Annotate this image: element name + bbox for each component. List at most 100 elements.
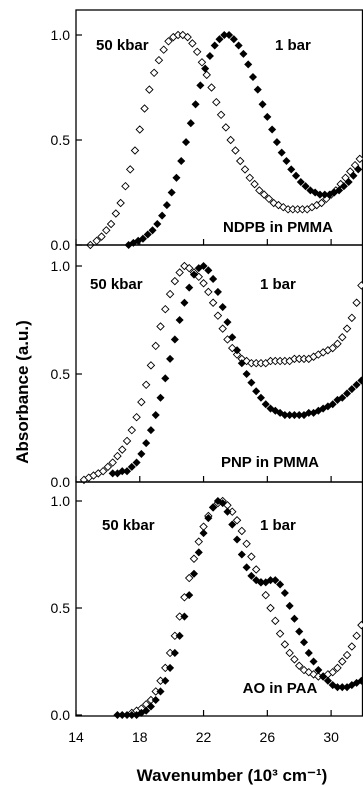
data-point: [117, 199, 124, 206]
data-point: [192, 101, 199, 108]
data-point: [243, 564, 250, 571]
panel-1: 0.00.51.050 kbar1 barNDPB in PMMA: [51, 10, 363, 253]
data-point: [127, 166, 134, 173]
series-label-1bar: 1 bar: [275, 37, 311, 54]
data-point: [272, 617, 279, 624]
data-point: [257, 394, 264, 401]
panel-3: 0.00.51.050 kbar1 barAO in PAA: [51, 482, 363, 723]
data-point: [181, 613, 188, 620]
data-point: [281, 641, 288, 648]
data-point: [133, 459, 140, 466]
y-tick-label: 1.0: [51, 27, 71, 43]
data-point: [227, 136, 234, 143]
data-point: [348, 386, 355, 393]
data-point: [286, 649, 293, 656]
data-point: [241, 166, 248, 173]
data-point: [210, 299, 217, 306]
data-point: [162, 306, 169, 313]
data-point: [119, 446, 126, 453]
data-point: [166, 664, 173, 671]
data-point: [262, 592, 269, 599]
data-point: [269, 126, 276, 133]
data-point: [240, 50, 247, 57]
data-point: [203, 71, 210, 78]
data-point: [178, 157, 185, 164]
data-point: [157, 688, 164, 695]
data-point: [259, 101, 266, 108]
data-point: [286, 602, 293, 609]
data-point: [162, 375, 169, 382]
series-one-bar: [109, 262, 363, 477]
data-point: [136, 126, 143, 133]
data-point: [233, 536, 240, 543]
y-tick-label: 1.0: [51, 258, 71, 274]
sample-label: PNP in PMMA: [221, 454, 319, 471]
data-point: [131, 147, 138, 154]
x-tick-label: 18: [132, 729, 148, 745]
data-point: [283, 157, 290, 164]
data-point: [189, 40, 196, 47]
data-point: [138, 450, 145, 457]
data-point: [246, 174, 253, 181]
data-point: [249, 73, 256, 80]
data-point: [166, 290, 173, 297]
data-point: [152, 696, 159, 703]
data-point: [243, 370, 250, 377]
data-point: [112, 210, 119, 217]
data-point: [103, 227, 110, 234]
data-point: [128, 463, 135, 470]
data-point: [222, 124, 229, 131]
data-point: [162, 677, 169, 684]
data-point: [187, 120, 194, 127]
data-point: [107, 220, 114, 227]
data-point: [138, 398, 145, 405]
data-point: [214, 312, 221, 319]
data-point: [171, 336, 178, 343]
data-point: [358, 282, 363, 289]
panels-layer: 0.00.51.050 kbar1 barNDPB in PMMA0.00.51…: [51, 10, 363, 745]
y-tick-label: 0.5: [51, 132, 71, 148]
x-tick-labels: 1418222630: [68, 729, 339, 745]
data-point: [238, 527, 245, 534]
data-point: [155, 57, 162, 64]
data-point: [152, 411, 159, 418]
data-point: [243, 540, 250, 547]
series-label-50kbar: 50 kbar: [90, 276, 143, 293]
series-fifty-kbar: [87, 31, 363, 248]
data-point: [190, 555, 197, 562]
data-point: [248, 553, 255, 560]
data-point: [235, 42, 242, 49]
data-point: [276, 630, 283, 637]
data-point: [208, 84, 215, 91]
data-point: [278, 149, 285, 156]
data-point: [151, 69, 158, 76]
data-point: [339, 334, 346, 341]
data-point: [176, 269, 183, 276]
data-point: [157, 323, 164, 330]
data-point: [296, 628, 303, 635]
data-point: [147, 427, 154, 434]
data-point: [122, 183, 129, 190]
data-point: [194, 48, 201, 55]
data-point: [348, 643, 355, 650]
data-point: [147, 362, 154, 369]
data-point: [291, 615, 298, 622]
data-point: [182, 139, 189, 146]
x-axis-title: Wavenumber (10³ cm⁻¹): [137, 766, 328, 785]
data-point: [237, 157, 244, 164]
data-point: [154, 220, 161, 227]
series-label-50kbar: 50 kbar: [96, 37, 149, 54]
data-point: [143, 381, 150, 388]
data-point: [310, 658, 317, 665]
y-tick-label: 0.0: [51, 237, 71, 253]
data-point: [205, 267, 212, 274]
x-tick-label: 22: [196, 729, 212, 745]
series-fifty-kbar: [80, 262, 363, 483]
y-tick-label: 1.0: [51, 493, 71, 509]
data-point: [176, 632, 183, 639]
data-point: [253, 388, 260, 395]
data-point: [195, 549, 202, 556]
data-point: [343, 651, 350, 658]
data-point: [232, 147, 239, 154]
